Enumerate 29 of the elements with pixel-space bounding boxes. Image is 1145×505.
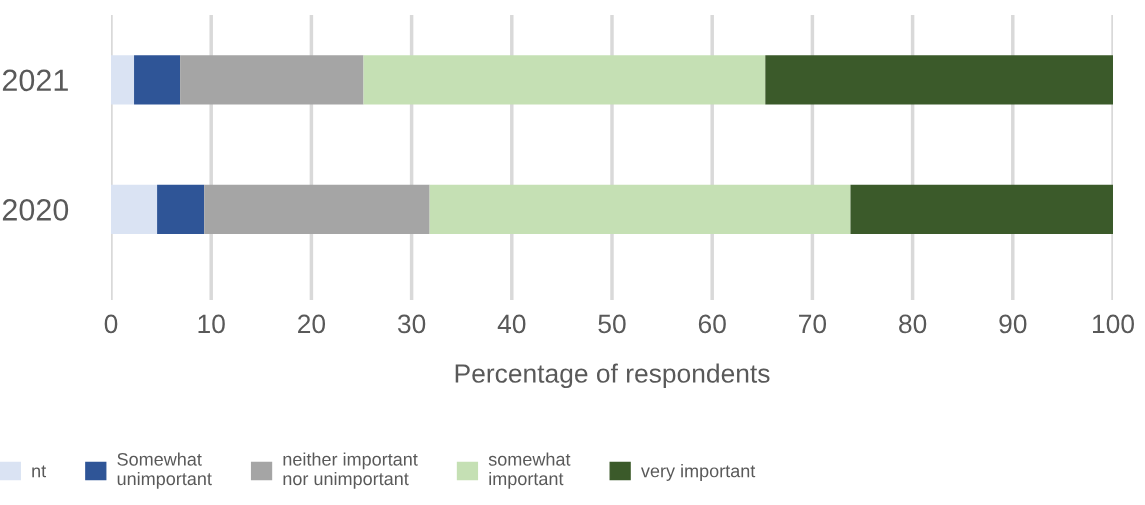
- x-axis-title: Percentage of respondents: [455, 363, 770, 389]
- bar: [850, 184, 1113, 234]
- x-tick-label: 0: [104, 314, 118, 334]
- bar: [111, 55, 135, 105]
- bar: [765, 55, 1113, 105]
- legend-label: Somewhat unimportant: [117, 452, 212, 489]
- bar: [157, 184, 205, 234]
- x-tick-label: 80: [899, 314, 927, 334]
- x-tick-label: 40: [497, 314, 526, 334]
- x-tick-label: 50: [598, 314, 626, 334]
- y-tick-label: 2021: [2, 69, 68, 92]
- bar: [429, 184, 851, 234]
- bar: [363, 55, 766, 105]
- x-tick-label: 70: [799, 314, 827, 334]
- legend-label: somewhat important: [488, 452, 571, 489]
- legend-label: nt: [32, 465, 47, 478]
- legend-label: neither important nor unimportant: [283, 452, 418, 489]
- bar: [134, 55, 181, 105]
- bar: [180, 55, 364, 105]
- x-tick-label: 90: [999, 314, 1027, 334]
- x-tick-label: 30: [397, 314, 426, 334]
- x-tick-label: 10: [198, 314, 225, 334]
- x-tick-label: 60: [698, 314, 726, 334]
- y-tick-label: 2020: [2, 199, 69, 221]
- x-tick-label: 100: [1093, 314, 1134, 334]
- legend-label: very important: [640, 464, 756, 481]
- x-tick-label: 20: [298, 314, 326, 334]
- bar: [204, 184, 430, 234]
- bar: [111, 184, 158, 234]
